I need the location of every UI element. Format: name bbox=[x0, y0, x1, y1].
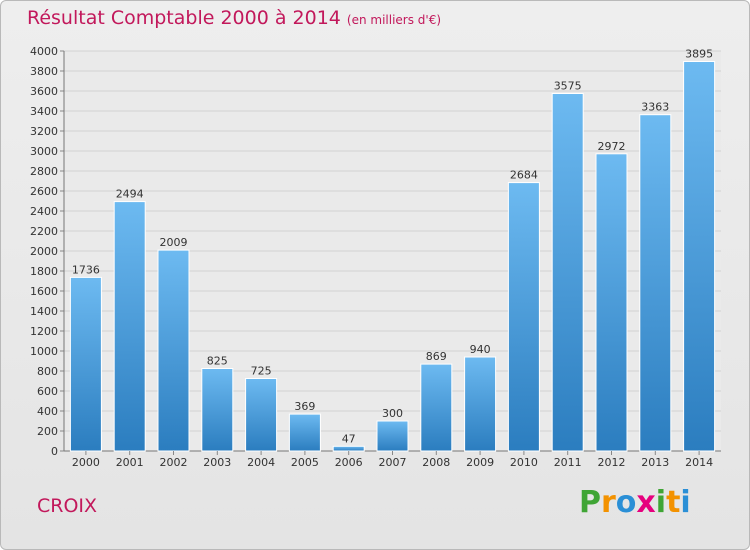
y-tick-label: 3400 bbox=[30, 105, 58, 118]
bar-2006 bbox=[332, 445, 365, 452]
y-tick-label: 600 bbox=[37, 385, 58, 398]
data-label-2004: 725 bbox=[251, 365, 272, 378]
bar-2000 bbox=[69, 276, 102, 452]
x-tick-label: 2009 bbox=[466, 456, 494, 469]
x-tick-label: 2001 bbox=[116, 456, 144, 469]
bar-2008 bbox=[420, 363, 453, 452]
x-tick-label: 2010 bbox=[510, 456, 538, 469]
y-tick-label: 2000 bbox=[30, 245, 58, 258]
y-tick-label: 2200 bbox=[30, 225, 58, 238]
bar-2002 bbox=[157, 249, 190, 452]
x-tick-label: 2014 bbox=[685, 456, 713, 469]
x-tick-label: 2003 bbox=[203, 456, 231, 469]
y-tick-label: 3600 bbox=[30, 85, 58, 98]
y-tick-label: 1200 bbox=[30, 325, 58, 338]
logo-letter: o bbox=[615, 485, 637, 520]
x-tick-label: 2012 bbox=[598, 456, 626, 469]
y-tick-label: 1000 bbox=[30, 345, 58, 358]
y-tick-label: 2400 bbox=[30, 205, 58, 218]
bar-2009 bbox=[464, 356, 497, 452]
data-label-2007: 300 bbox=[382, 407, 403, 420]
bar-2007 bbox=[376, 420, 409, 452]
logo-letter: x bbox=[636, 485, 656, 520]
bar-2005 bbox=[288, 413, 321, 452]
x-tick-label: 2000 bbox=[72, 456, 100, 469]
data-label-2005: 369 bbox=[294, 400, 315, 413]
x-tick-label: 2002 bbox=[160, 456, 188, 469]
y-tick-label: 3800 bbox=[30, 65, 58, 78]
data-label-2011: 3575 bbox=[554, 80, 582, 93]
logo-letter: P bbox=[579, 485, 601, 520]
y-tick-label: 0 bbox=[51, 445, 58, 458]
y-tick-label: 1400 bbox=[30, 305, 58, 318]
x-tick-label: 2004 bbox=[247, 456, 275, 469]
bar-2012 bbox=[595, 153, 628, 452]
data-label-2006: 47 bbox=[342, 432, 356, 445]
chart-title: Résultat Comptable 2000 à 2014 bbox=[27, 7, 341, 29]
data-label-2010: 2684 bbox=[510, 169, 538, 182]
data-label-2001: 2494 bbox=[116, 188, 144, 201]
data-label-2013: 3363 bbox=[641, 101, 669, 114]
data-label-2008: 869 bbox=[426, 350, 447, 363]
chart-title-block: Résultat Comptable 2000 à 2014 (en millie… bbox=[27, 7, 441, 29]
x-tick-label: 2007 bbox=[379, 456, 407, 469]
logo-letter: t bbox=[666, 485, 681, 520]
logo-letter: i bbox=[655, 485, 667, 520]
y-tick-label: 1800 bbox=[30, 265, 58, 278]
x-tick-label: 2013 bbox=[641, 456, 669, 469]
commune-name: CROIX bbox=[37, 495, 98, 517]
y-tick-label: 800 bbox=[37, 365, 58, 378]
bar-2003 bbox=[201, 368, 234, 452]
chart-subtitle: (en milliers d'€) bbox=[346, 13, 442, 27]
data-label-2009: 940 bbox=[470, 343, 491, 356]
logo-letter: i bbox=[680, 485, 691, 520]
y-tick-label: 3000 bbox=[30, 145, 58, 158]
x-tick-label: 2006 bbox=[335, 456, 363, 469]
data-label-2000: 1736 bbox=[72, 263, 100, 276]
data-label-2002: 2009 bbox=[160, 236, 188, 249]
x-tick-label: 2005 bbox=[291, 456, 319, 469]
x-tick-label: 2011 bbox=[554, 456, 582, 469]
bar-2014 bbox=[683, 61, 716, 452]
y-tick-label: 3200 bbox=[30, 125, 58, 138]
x-tick-label: 2008 bbox=[422, 456, 450, 469]
data-label-2012: 2972 bbox=[598, 140, 626, 153]
data-label-2003: 825 bbox=[207, 355, 228, 368]
data-label-2014: 3895 bbox=[685, 48, 713, 61]
bar-2001 bbox=[113, 201, 146, 452]
bar-2011 bbox=[551, 93, 584, 452]
y-tick-label: 2600 bbox=[30, 185, 58, 198]
y-tick-label: 2800 bbox=[30, 165, 58, 178]
bar-2013 bbox=[639, 114, 672, 452]
y-tick-label: 200 bbox=[37, 425, 58, 438]
bar-2010 bbox=[507, 182, 540, 452]
proxiti-logo: Proxiti bbox=[579, 485, 691, 520]
y-tick-label: 400 bbox=[37, 405, 58, 418]
logo-letter: r bbox=[601, 485, 616, 520]
y-tick-label: 1600 bbox=[30, 285, 58, 298]
bar-2004 bbox=[245, 378, 278, 452]
y-tick-label: 4000 bbox=[30, 45, 58, 58]
